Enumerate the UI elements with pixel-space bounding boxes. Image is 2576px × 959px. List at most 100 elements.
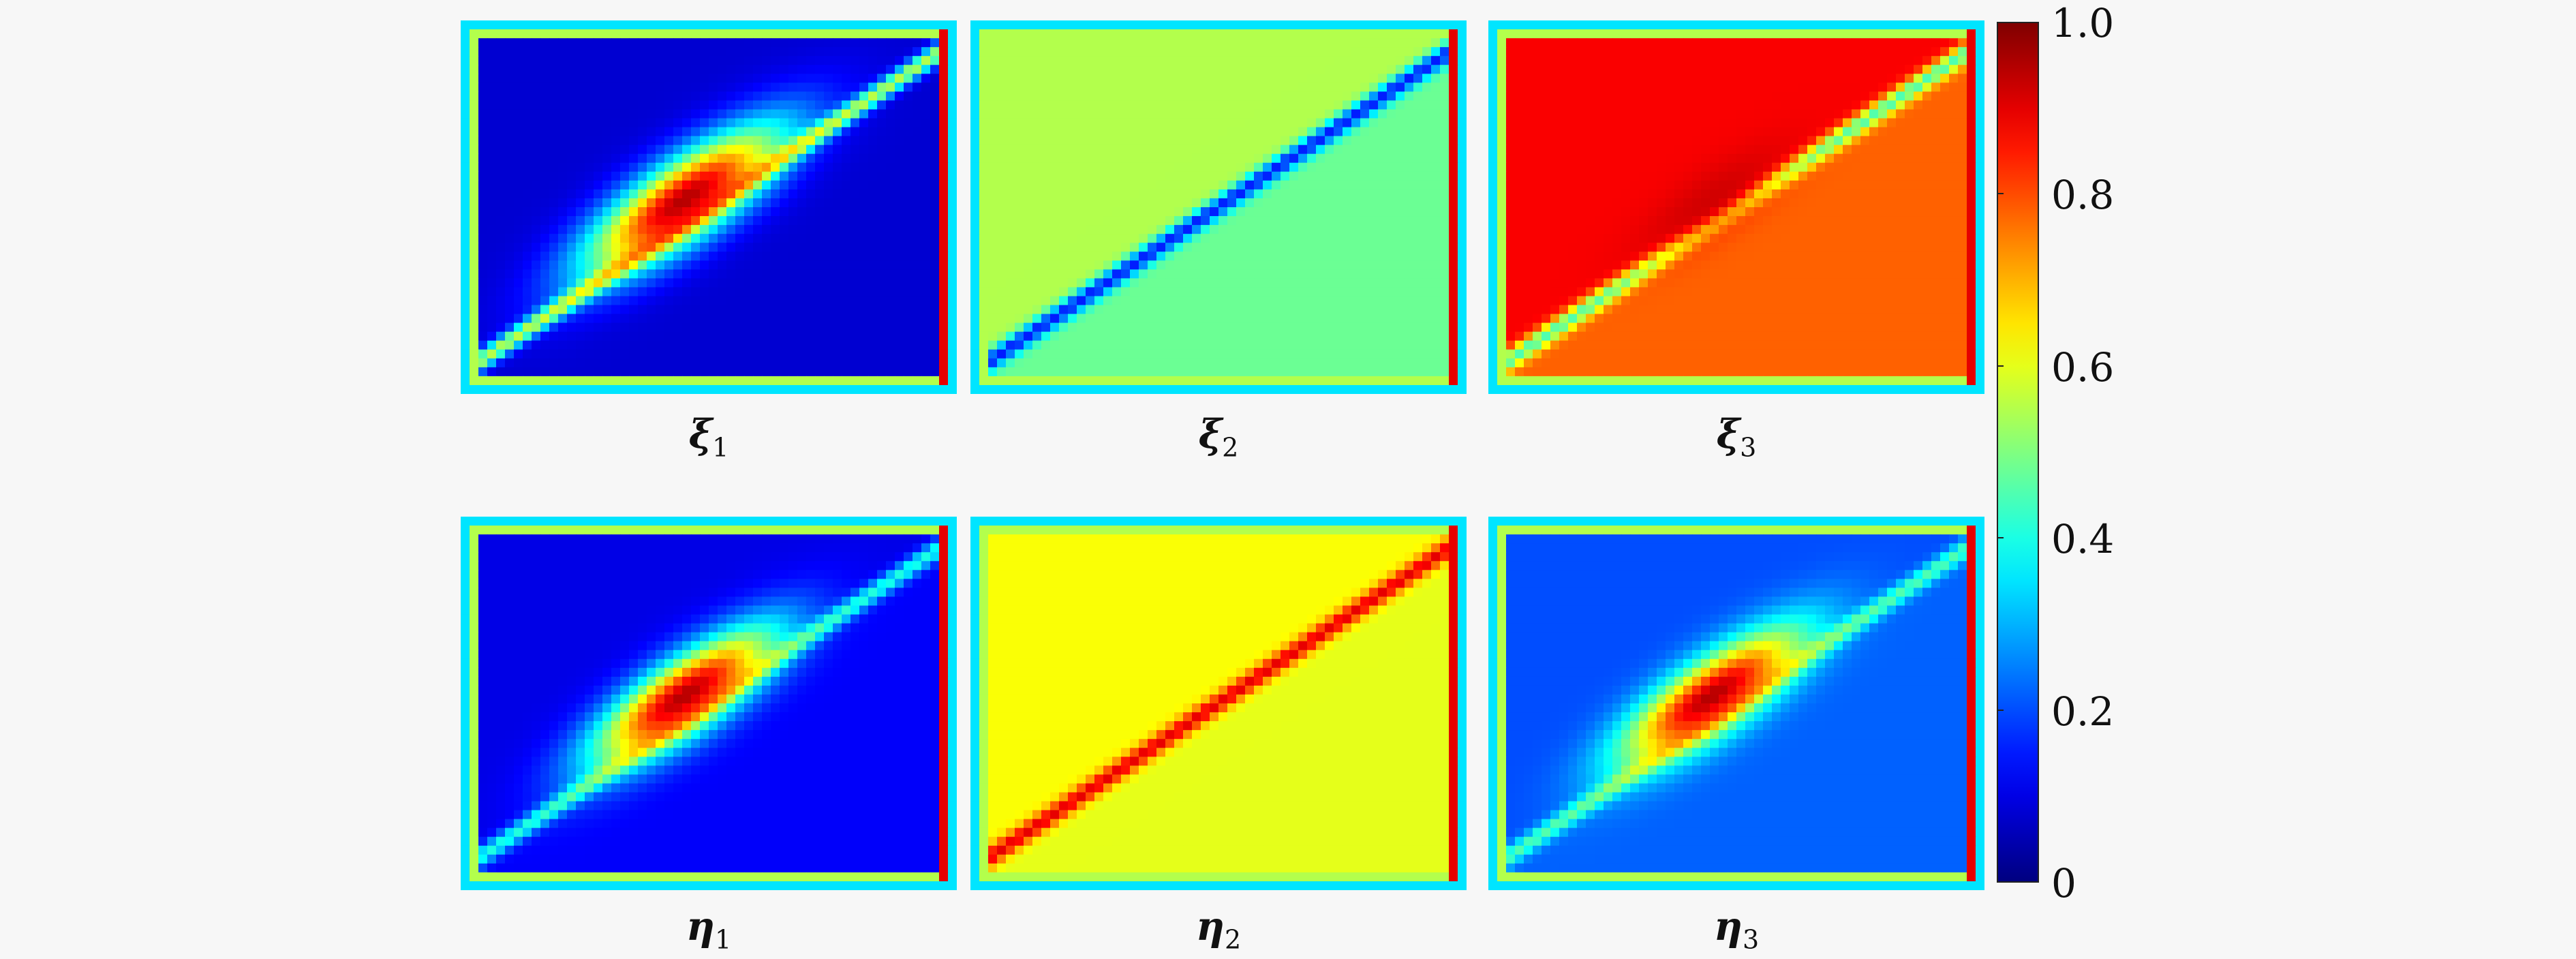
heatmap-cell [1263,349,1272,359]
heatmap-cell [771,38,780,48]
heatmap-cell [939,269,949,279]
heatmap-cell [913,340,922,350]
heatmap-cell [718,234,727,243]
heatmap-cell [762,198,771,208]
heatmap-cell [1281,367,1290,377]
heatmap-cell [1307,100,1317,110]
heatmap-cell [1024,180,1033,190]
heatmap-cell [1077,29,1086,39]
heatmap-cell [771,331,780,341]
heatmap-cell [970,207,980,217]
heatmap-cell [1422,56,1432,65]
heatmap-cell [1351,118,1361,128]
heatmap-cell [1236,91,1246,102]
heatmap-cell [913,144,922,155]
heatmap-cell [1298,189,1308,199]
heatmap-cell [673,331,683,341]
heatmap-cell [895,109,904,119]
heatmap-cell [1763,47,1773,57]
heatmap-cell [1360,153,1370,164]
heatmap-cell [1254,29,1263,39]
heatmap-cell [1094,314,1104,324]
heatmap-cell [487,38,497,48]
heatmap-cell [1015,207,1024,217]
heatmap-xi2 [970,20,1467,394]
heatmap-cell [1458,127,1467,137]
heatmap-cell [1245,234,1255,243]
heatmap-cell [1413,225,1423,234]
heatmap-cell [1422,358,1432,368]
heatmap-cell [1130,180,1139,190]
heatmap-cell [1254,225,1263,234]
heatmap-cell [1334,322,1343,333]
heatmap-cell [824,82,833,92]
heatmap-cell [886,136,895,146]
heatmap-cell [1458,384,1467,394]
heatmap-cell [1174,153,1184,164]
heatmap-cell [1586,56,1595,65]
heatmap-cell [842,74,851,83]
heatmap-cell [558,207,568,217]
heatmap-cell [1068,189,1077,199]
heatmap-cell [656,56,665,65]
heatmap-cell [1369,118,1379,128]
heatmap-cell [478,269,488,279]
heatmap-cell [762,65,771,74]
heatmap-cell [549,349,559,359]
heatmap-cell [1130,109,1139,119]
heatmap-cell [1666,38,1675,48]
heatmap-cell [1289,47,1299,57]
heatmap-cell [1006,109,1015,119]
heatmap-cell [549,216,559,226]
heatmap-cell [904,287,913,297]
heatmap-cell [470,269,479,279]
heatmap-cell [470,260,479,270]
heatmap-cell [1015,278,1024,288]
heatmap-cell [585,47,594,57]
heatmap-cell [913,207,922,217]
heatmap-cell [1094,38,1104,48]
heatmap-cell [833,234,842,243]
heatmap-cell [1458,74,1467,83]
heatmap-cell [1050,349,1060,359]
heatmap-cell [762,376,771,386]
heatmap-cell [1086,269,1095,279]
heatmap-cell [859,269,869,279]
heatmap-cell [753,82,763,92]
heatmap-cell [1378,349,1387,359]
heatmap-cell [585,269,594,279]
heatmap-cell [1174,296,1184,306]
heatmap-cell [1976,47,1984,57]
heatmap-cell [762,384,771,394]
heatmap-cell [1307,20,1317,30]
heatmap-cell [487,127,497,137]
heatmap-cell [1369,243,1379,252]
heatmap-cell [1369,29,1379,39]
heatmap-cell [1272,331,1281,341]
heatmap-cell [656,314,665,324]
heatmap-cell [1103,322,1113,333]
heatmap-cell [470,252,479,261]
heatmap-cell [602,100,612,110]
heatmap-cell [682,340,692,350]
heatmap-cell [664,127,674,137]
heatmap-cell [1210,74,1219,83]
heatmap-cell [1281,47,1290,57]
heatmap-cell [1094,322,1104,333]
heatmap-cell [806,65,816,74]
heatmap-cell [647,47,656,57]
heatmap-cell [585,127,594,137]
heatmap-cell [1236,305,1246,315]
heatmap-cell [1272,260,1281,270]
heatmap-cell [496,358,506,368]
heatmap-cell [1050,144,1060,155]
heatmap-cell [1103,29,1113,39]
heatmap-cell [788,260,798,270]
heatmap-cell [1798,56,1808,65]
heatmap-cell [970,180,980,190]
heatmap-cell [1121,314,1131,324]
heatmap-cell [1343,367,1352,377]
heatmap-cell [1343,269,1352,279]
heatmap-cell [638,376,647,386]
heatmap-cell [913,65,922,74]
